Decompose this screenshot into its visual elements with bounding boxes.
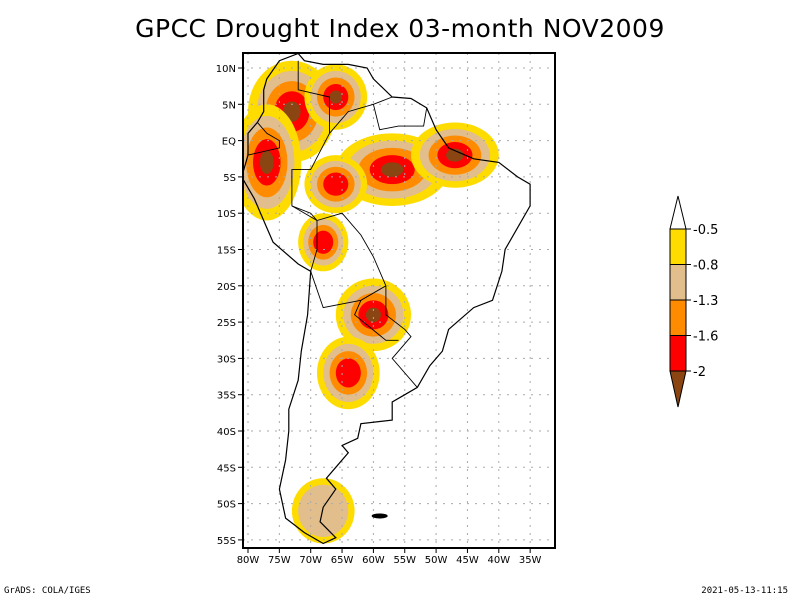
colorbar-segment [669,228,687,265]
x-tick-label: 50W [425,555,448,566]
colorbar-segment [669,335,687,372]
footer-timestamp: 2021-05-13-11:15 [701,586,788,596]
colorbar-label: -0.5 [693,223,718,238]
drought-contour [329,90,343,104]
plot-frame [242,52,556,549]
y-tick-label: 35S [217,391,236,402]
drought-shading [243,60,499,544]
falkland-islands [371,513,388,519]
coastline-borders [243,53,531,545]
country-border [372,104,428,131]
country-border [354,300,399,341]
y-tick-label: 55S [217,536,236,547]
y-tick-label: 25S [217,318,236,329]
colorbar-segment [669,299,687,336]
y-tick-label: 10N [216,64,236,75]
x-axis-ticks: 80W 75W 70W 65W 60W 55W 50W 45W 40W 35W [237,548,542,566]
colorbar-label: -1.3 [693,294,718,309]
colorbar-label: -2 [693,365,706,380]
drought-region [291,478,355,544]
country-border [329,96,393,134]
country-border [291,60,330,272]
x-tick-label: 80W [237,555,260,566]
y-tick-label: 30S [217,354,236,365]
y-tick-label: 40S [217,427,236,438]
x-tick-label: 60W [362,555,385,566]
drought-region [304,155,368,214]
colorbar: -0.5 -0.8 -1.3 -1.6 -2 [669,195,718,408]
country-border [310,271,387,309]
y-tick-label: 45S [217,463,236,474]
x-tick-label: 70W [299,555,322,566]
y-tick-label: 50S [217,500,236,511]
drought-region [411,122,499,188]
footer-credit: GrADS: COLA/IGES [4,586,91,596]
country-border [316,212,418,388]
drought-region [243,104,302,221]
drought-contour [446,148,464,162]
y-tick-label: 5S [223,173,236,184]
x-tick-label: 40W [487,555,510,566]
drought-region [298,213,349,272]
y-tick-label: EQ [222,137,236,148]
y-axis-ticks: 10N 5N EQ 5S 10S 15S 20S 25S 30S 35S 40S 45S 50S 55S [216,64,243,547]
x-tick-label: 55W [393,555,416,566]
drought-contour [259,150,274,174]
drought-contour [323,172,349,196]
colorbar-label: -0.8 [693,259,718,274]
drought-region [304,64,368,130]
drought-contour [335,358,361,388]
country-border [247,122,280,156]
colorbar-segment [669,264,687,301]
colorbar-above-triangle [669,195,687,230]
y-tick-label: 15S [217,246,236,257]
chart-title: GPCC Drought Index 03-month NOV2009 [135,14,665,43]
drought-contour [365,307,381,323]
x-tick-label: 45W [456,555,479,566]
drought-region [316,336,380,410]
country-border [291,205,318,221]
drought-contour [313,230,334,254]
colorbar-label: -1.6 [693,330,718,345]
y-tick-label: 10S [217,209,236,220]
x-tick-label: 65W [331,555,354,566]
colorbar-below-triangle [669,370,687,408]
drought-contour [298,484,349,537]
continent-outline [243,53,531,545]
x-tick-label: 75W [268,555,291,566]
drought-contour [380,162,404,177]
y-tick-label: 5N [222,100,236,111]
y-tick-label: 20S [217,282,236,293]
x-tick-label: 35W [519,555,542,566]
